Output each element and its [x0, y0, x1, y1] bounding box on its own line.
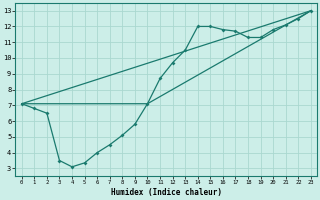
- X-axis label: Humidex (Indice chaleur): Humidex (Indice chaleur): [111, 188, 222, 197]
